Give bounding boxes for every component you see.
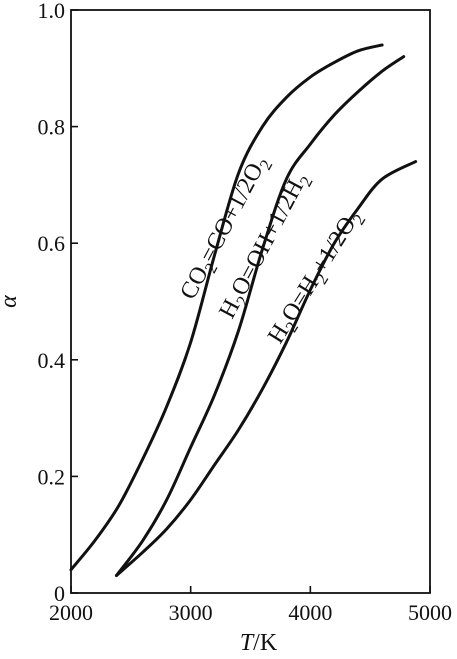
y-axis-label: α [0, 295, 22, 308]
y-tick-label: 0.8 [38, 115, 66, 140]
series-lines [69, 43, 418, 578]
x-tick-label: 4000 [288, 600, 332, 625]
series-line-h2o-oh [114, 55, 406, 578]
ticks: 2000 3000 4000 5000 0 0.2 0.4 0.6 0.8 1.0 [38, 0, 453, 625]
axes [70, 9, 431, 594]
x-axis-label: T/K [240, 630, 278, 656]
y-tick-label: 0.6 [38, 231, 66, 256]
y-tick-label: 1.0 [38, 0, 66, 23]
x-tick-label: 2000 [49, 600, 93, 625]
y-tick-label: 0.2 [38, 464, 66, 489]
y-tick-label: 0.4 [38, 348, 66, 373]
x-tick-label: 3000 [169, 600, 213, 625]
y-tick-label: 0 [54, 581, 65, 606]
plot-frame [70, 9, 431, 594]
x-tick-label: 5000 [408, 600, 452, 625]
series-line-co2-dissociation [69, 43, 384, 572]
series-line-h2o-h2 [114, 160, 418, 578]
